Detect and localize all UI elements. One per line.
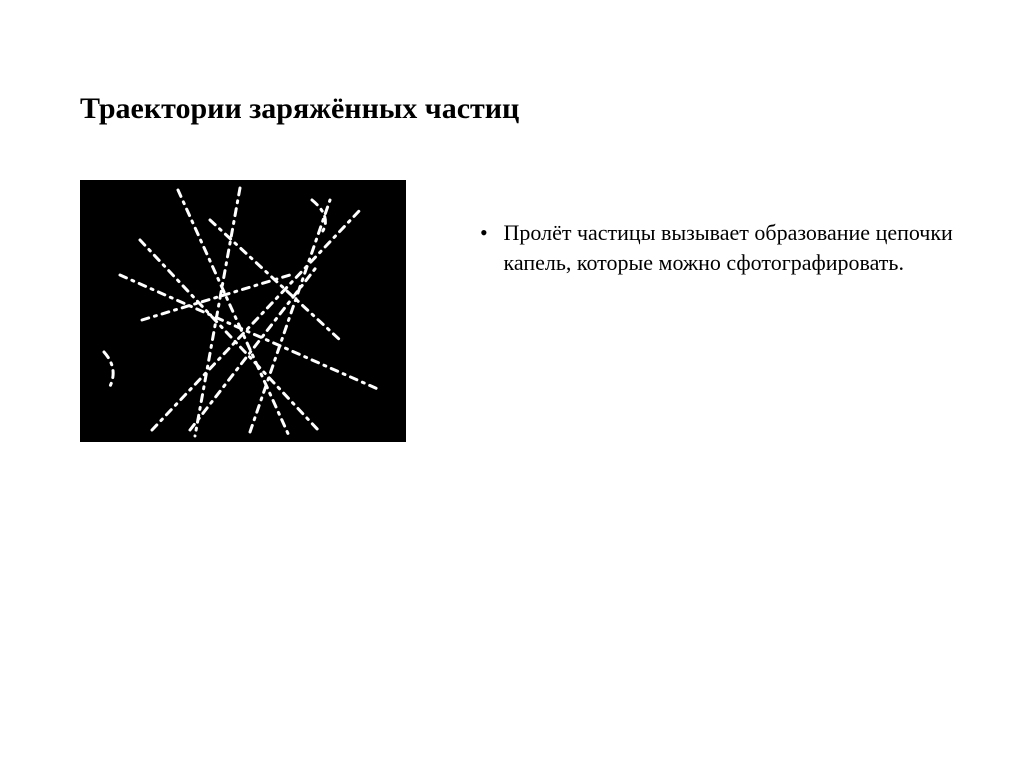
bullet-item: • Пролёт частицы вызывает образование це…: [480, 218, 970, 277]
particle-track: [178, 190, 290, 438]
particle-track-arc: [104, 352, 113, 390]
slide: Траектории заряжённых частиц • Пролёт ча…: [0, 0, 1024, 767]
bullet-marker: •: [480, 218, 498, 248]
bullet-text: Пролёт частицы вызывает образование цепо…: [504, 218, 964, 277]
slide-title: Траектории заряжённых частиц: [80, 92, 519, 126]
particle-track: [250, 200, 330, 432]
particle-track: [140, 240, 320, 432]
particle-tracks-svg: [80, 180, 406, 442]
cloud-chamber-figure: [80, 180, 406, 442]
particle-track: [120, 275, 380, 390]
particle-track: [152, 210, 360, 430]
